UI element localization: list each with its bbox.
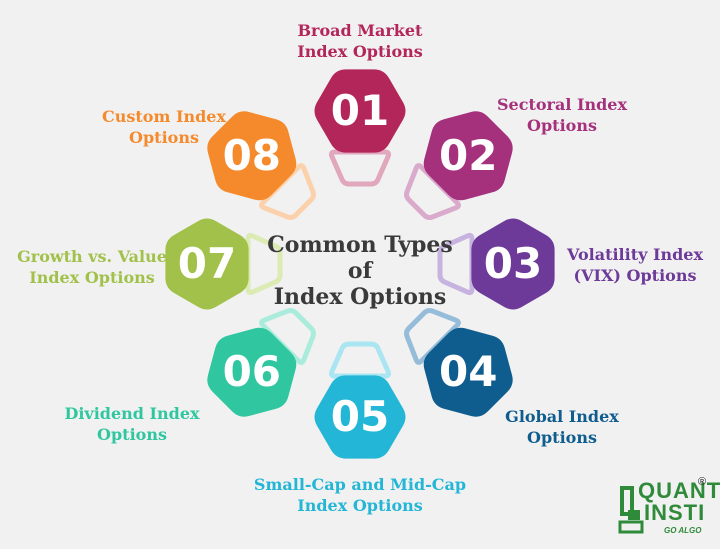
label-01: Broad Market Index Options (280, 20, 440, 62)
hexagon-number-01: 01 (331, 86, 389, 135)
hexagon-number-07: 07 (178, 239, 236, 288)
hexagon-07 (165, 218, 249, 310)
ring-segment-07 (245, 232, 283, 296)
hexagon-number-02: 02 (439, 131, 497, 180)
hexagon-ring: 01 02 03 04 05 06 07 08 (165, 69, 555, 459)
ring-segment-06 (259, 307, 317, 365)
registered-mark: ® (698, 476, 707, 488)
label-08-line-1: Custom Index (102, 107, 226, 126)
logo-line-2: INSTI (644, 500, 706, 525)
ring-segment-05 (328, 341, 392, 379)
hexagon-06 (207, 327, 297, 417)
label-06: Dividend Index Options (52, 403, 212, 445)
label-05-line-2: Index Options (297, 496, 423, 515)
label-03: Volatility Index (VIX) Options (556, 244, 714, 286)
label-01-line-1: Broad Market (297, 21, 423, 40)
hexagon-02 (423, 111, 513, 201)
label-02: Sectoral Index Options (482, 94, 642, 136)
label-01-line-2: Index Options (297, 42, 423, 61)
label-06-line-1: Dividend Index (64, 404, 200, 423)
label-05: Small-Cap and Mid-Cap Index Options (230, 474, 490, 516)
center-title: Common Types of Index Options (248, 232, 472, 310)
center-title-line-2: of (347, 258, 373, 284)
hexagon-01 (314, 69, 406, 153)
label-08-line-2: Options (129, 128, 199, 147)
label-02-line-1: Sectoral Index (496, 95, 627, 114)
label-07: Growth vs. Value Index Options (4, 246, 180, 288)
center-title-line-3: Index Options (273, 284, 447, 310)
label-07-line-2: Index Options (29, 268, 155, 287)
hexagon-number-03: 03 (484, 239, 542, 288)
hexagon-08 (207, 111, 297, 201)
hexagon-number-08: 08 (223, 131, 281, 180)
logo-tagline: GO ALGO (664, 526, 702, 535)
logo-line-1: QUANT (638, 478, 720, 503)
label-04-line-2: Options (527, 428, 597, 447)
label-05-line-1: Small-Cap and Mid-Cap (253, 475, 467, 494)
hexagon-03 (471, 218, 555, 310)
inner-ring (245, 149, 475, 379)
label-07-line-1: Growth vs. Value (17, 247, 167, 266)
ring-segment-01 (328, 149, 392, 187)
ring-segment-04 (403, 307, 461, 365)
label-02-line-2: Options (527, 116, 597, 135)
quantinsti-logo: QUANT INSTI GO ALGO ® (618, 476, 720, 544)
label-03-line-1: Volatility Index (567, 245, 703, 264)
label-04: Global Index Options (482, 406, 642, 448)
hexagon-04 (423, 327, 513, 417)
ring-segment-08 (259, 163, 317, 221)
ring-segment-03 (437, 232, 475, 296)
quantinsti-mark-icon (618, 486, 644, 534)
hexagon-number-04: 04 (439, 347, 497, 396)
hexagon-number-05: 05 (331, 392, 389, 441)
hexagon-number-06: 06 (223, 347, 281, 396)
center-title-line-1: Common Types (267, 232, 453, 258)
ring-segment-02 (403, 163, 461, 221)
label-03-line-2: (VIX) Options (573, 266, 697, 285)
label-06-line-2: Options (97, 425, 167, 444)
label-08: Custom Index Options (84, 106, 244, 148)
hexagon-05 (314, 375, 406, 459)
label-04-line-1: Global Index (505, 407, 619, 426)
